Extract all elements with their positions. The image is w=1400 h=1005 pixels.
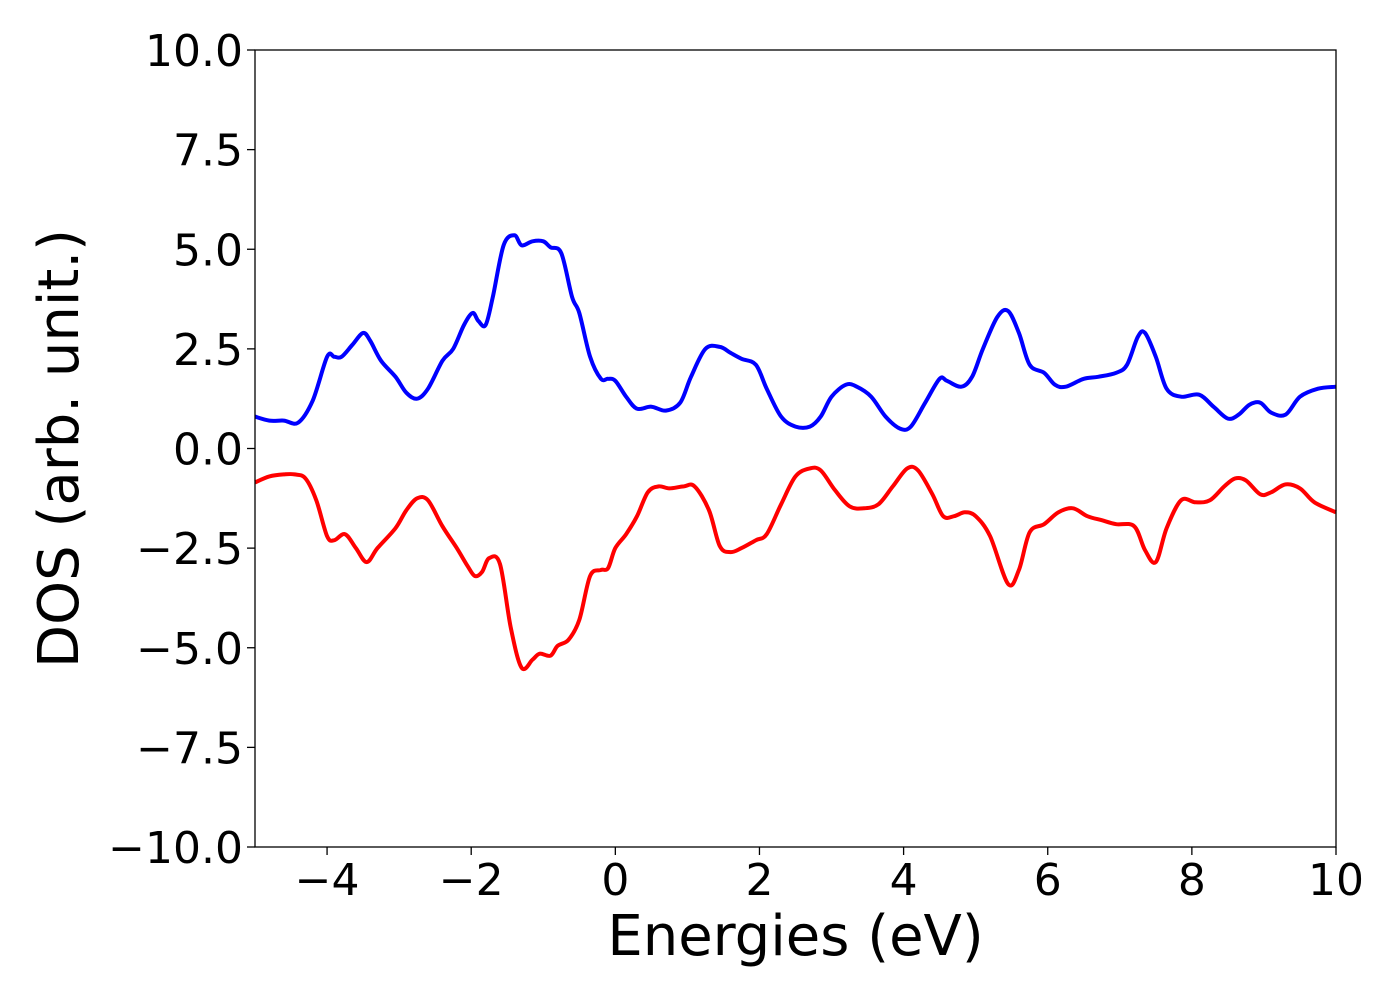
- x-tick-label: 4: [890, 855, 918, 906]
- y-tick-label: 10.0: [145, 26, 243, 77]
- plot-frame: [254, 49, 1337, 848]
- y-tick-label: −7.5: [136, 723, 243, 774]
- x-axis-label: Energies (eV): [607, 904, 983, 969]
- series-layer: [254, 233, 1337, 672]
- x-tick-label: −2: [439, 855, 504, 906]
- x-tick-label: 0: [601, 855, 629, 906]
- series-line-2: [254, 464, 1337, 672]
- y-axis-label: DOS (arb. unit.): [27, 229, 92, 668]
- x-tick-label: 10: [1308, 855, 1364, 906]
- y-axis: 10.0 7.5 5.0 2.5 0.0 −2.5 −5.0 −7.5 −10.0: [108, 26, 255, 874]
- y-tick-label: 0.0: [173, 425, 243, 476]
- y-tick-label: −2.5: [136, 524, 243, 575]
- y-tick-label: −5.0: [136, 624, 243, 675]
- x-axis: −4 −2 0 2 4 6 8 10: [295, 847, 1364, 906]
- x-tick-label: −4: [295, 855, 360, 906]
- x-tick-label: 2: [745, 855, 773, 906]
- y-tick-label: 2.5: [173, 325, 243, 376]
- y-tick-label: −10.0: [108, 823, 243, 874]
- x-tick-label: 6: [1034, 855, 1062, 906]
- y-tick-label: 5.0: [173, 225, 243, 276]
- x-tick-label: 8: [1178, 855, 1206, 906]
- series-line-1: [254, 233, 1337, 432]
- y-tick-label: 7.5: [173, 126, 243, 177]
